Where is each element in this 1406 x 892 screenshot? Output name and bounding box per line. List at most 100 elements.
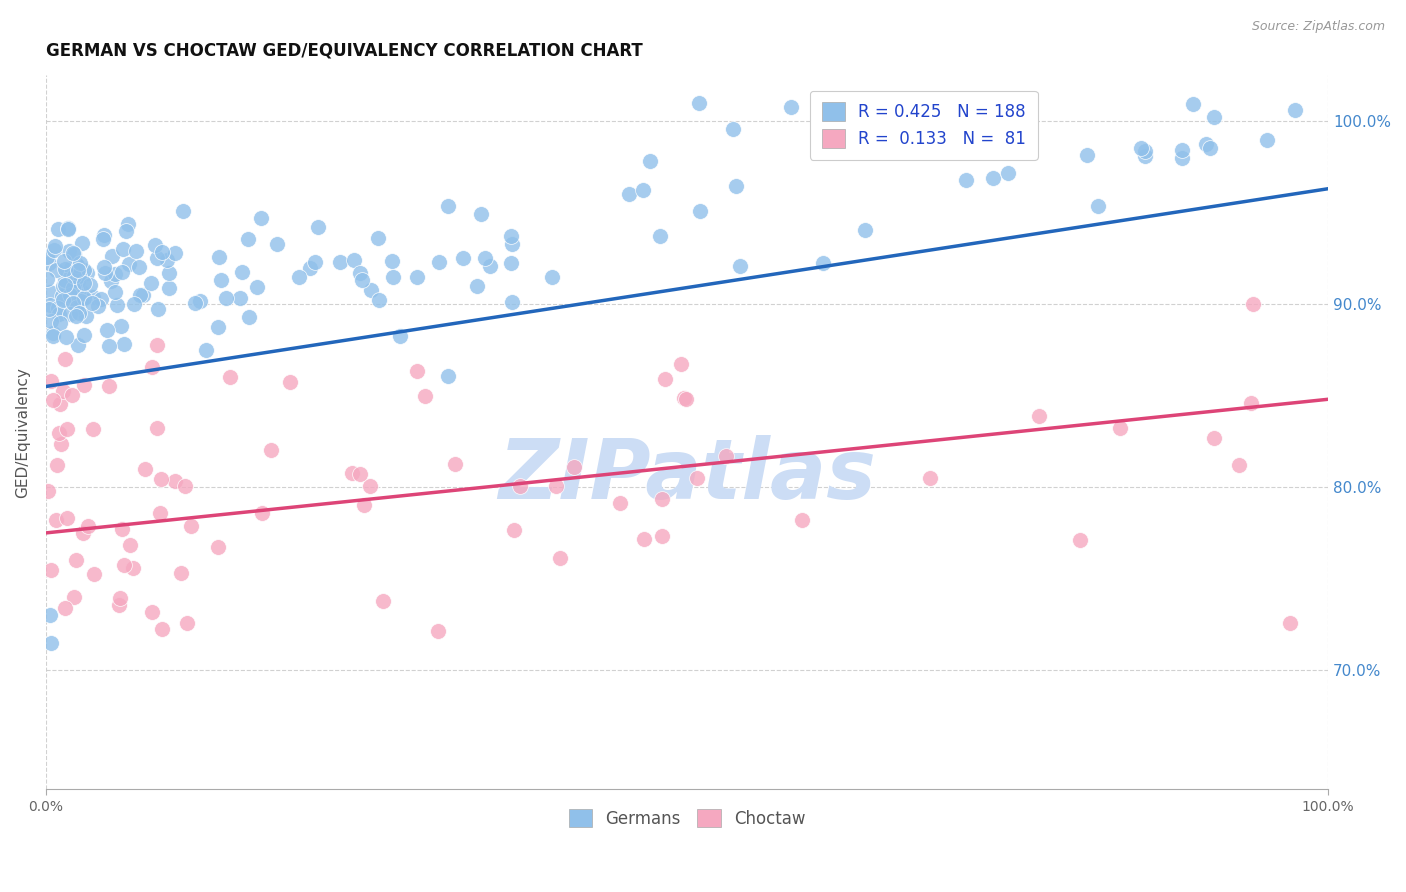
Point xyxy=(1076,147,1098,161)
Point xyxy=(49,437,72,451)
Point xyxy=(304,255,326,269)
Point xyxy=(70,235,93,250)
Point xyxy=(359,479,381,493)
Point xyxy=(156,252,179,267)
Point xyxy=(367,231,389,245)
Point xyxy=(853,223,876,237)
Point xyxy=(112,337,135,351)
Point xyxy=(172,204,194,219)
Point xyxy=(69,256,91,270)
Point xyxy=(52,279,75,293)
Point xyxy=(1087,199,1109,213)
Point xyxy=(66,280,89,294)
Point xyxy=(278,375,301,389)
Point xyxy=(973,121,995,136)
Point xyxy=(381,270,404,285)
Point xyxy=(52,384,75,399)
Point xyxy=(1284,103,1306,118)
Point xyxy=(406,270,429,285)
Point xyxy=(80,296,103,310)
Point xyxy=(73,262,96,277)
Point xyxy=(1181,97,1204,112)
Point xyxy=(73,378,96,392)
Point xyxy=(437,368,460,383)
Point xyxy=(53,278,76,293)
Point xyxy=(367,293,389,307)
Point xyxy=(141,276,163,290)
Point xyxy=(37,250,59,264)
Point xyxy=(48,425,70,440)
Point xyxy=(811,256,834,270)
Point xyxy=(688,95,710,110)
Point xyxy=(157,266,180,280)
Point xyxy=(501,294,523,309)
Point xyxy=(231,265,253,279)
Point xyxy=(146,338,169,352)
Point xyxy=(1171,151,1194,165)
Point xyxy=(59,288,82,302)
Point xyxy=(56,422,79,436)
Point xyxy=(714,449,737,463)
Point xyxy=(208,251,231,265)
Point xyxy=(101,249,124,263)
Point xyxy=(962,115,984,129)
Point xyxy=(110,319,132,334)
Point xyxy=(509,479,531,493)
Point xyxy=(689,203,711,218)
Point xyxy=(73,328,96,343)
Point xyxy=(45,513,67,527)
Point xyxy=(39,285,62,299)
Point xyxy=(67,268,90,283)
Point xyxy=(298,261,321,276)
Point xyxy=(51,293,73,307)
Point xyxy=(62,296,84,310)
Point xyxy=(98,339,121,353)
Point xyxy=(728,259,751,273)
Point xyxy=(207,540,229,554)
Point xyxy=(1241,297,1264,311)
Point xyxy=(165,475,187,489)
Point xyxy=(129,288,152,302)
Point xyxy=(1028,409,1050,424)
Point xyxy=(918,471,941,485)
Point xyxy=(38,298,60,312)
Point xyxy=(115,224,138,238)
Point xyxy=(53,262,76,277)
Point xyxy=(128,260,150,274)
Point xyxy=(238,310,260,325)
Point xyxy=(157,281,180,295)
Point xyxy=(1135,145,1157,159)
Point xyxy=(633,533,655,547)
Point xyxy=(59,307,82,321)
Point xyxy=(75,309,97,323)
Point xyxy=(340,466,363,480)
Point xyxy=(997,166,1019,180)
Point xyxy=(184,295,207,310)
Point xyxy=(779,100,801,114)
Point xyxy=(342,253,364,268)
Point xyxy=(63,247,86,261)
Point xyxy=(170,566,193,580)
Point xyxy=(90,292,112,306)
Point xyxy=(1171,143,1194,157)
Point xyxy=(672,392,695,406)
Point xyxy=(1240,396,1263,410)
Point xyxy=(564,459,586,474)
Point xyxy=(86,299,108,313)
Point xyxy=(111,523,134,537)
Point xyxy=(58,244,80,258)
Point xyxy=(56,222,79,236)
Point xyxy=(470,207,492,221)
Point xyxy=(38,256,60,270)
Point xyxy=(94,267,117,281)
Point xyxy=(648,228,671,243)
Point xyxy=(651,528,673,542)
Point xyxy=(389,329,412,343)
Point xyxy=(146,301,169,316)
Point xyxy=(955,173,977,187)
Point xyxy=(67,274,90,288)
Point xyxy=(82,290,104,304)
Point xyxy=(39,636,62,650)
Point xyxy=(229,291,252,305)
Point xyxy=(45,262,67,277)
